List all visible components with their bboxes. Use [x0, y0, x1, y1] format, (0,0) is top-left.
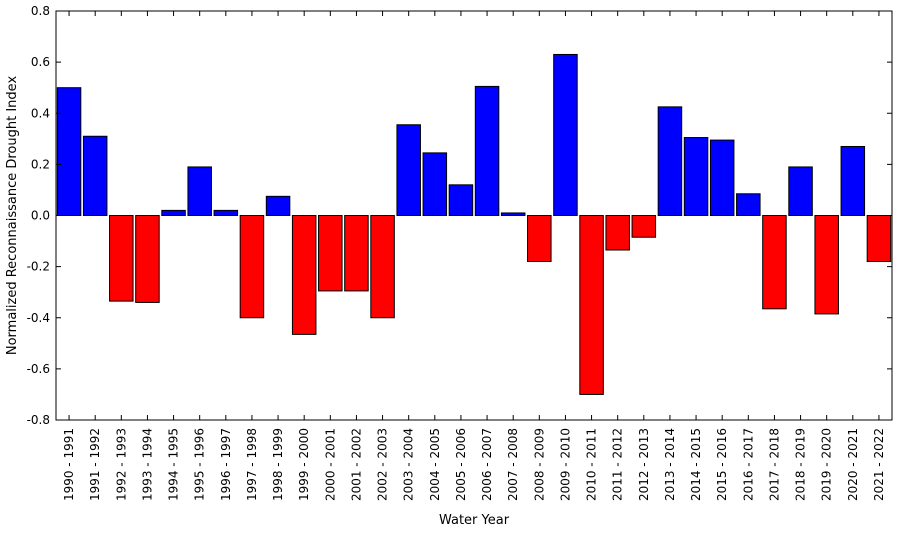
x-tick-label: 2012 - 2013	[637, 428, 651, 501]
bar	[56, 87, 82, 216]
x-tick-label: 1991 - 1992	[88, 428, 102, 501]
x-tick-label: 2007 - 2008	[506, 428, 520, 501]
bar	[239, 215, 265, 319]
bar	[553, 53, 578, 216]
y-tick-label: 0.6	[31, 55, 50, 69]
bar	[683, 137, 709, 216]
x-axis-title: Water Year	[439, 513, 510, 528]
x-tick-label: 1997 - 1998	[245, 428, 259, 501]
x-tick-label: 2017 - 2018	[767, 428, 781, 501]
bar	[500, 212, 526, 217]
x-tick-label: 2020 - 2021	[846, 428, 860, 501]
x-tick-label: 2015 - 2016	[715, 428, 729, 501]
bar	[840, 145, 866, 216]
y-tick-label: -0.6	[27, 362, 50, 376]
x-tick-label: 1993 - 1994	[140, 428, 154, 501]
bar	[474, 85, 500, 216]
x-tick-label: 1992 - 1993	[114, 428, 128, 501]
y-tick-label: -0.2	[27, 260, 50, 274]
bar	[187, 166, 212, 216]
bar	[344, 215, 369, 292]
x-tick-label: 2013 - 2014	[663, 428, 677, 501]
x-tick-label: 1998 - 1999	[271, 428, 285, 501]
bar	[762, 215, 787, 310]
x-tick-label: 2003 - 2004	[402, 428, 416, 501]
bar	[736, 193, 761, 217]
x-tick-label: 2009 - 2010	[558, 428, 572, 501]
bar	[422, 152, 448, 216]
bar	[814, 215, 839, 315]
bar	[866, 215, 892, 263]
x-tick-label: 2011 - 2012	[611, 428, 625, 501]
x-tick-label: 2019 - 2020	[820, 428, 834, 501]
y-tick-label: 0.0	[31, 209, 50, 223]
y-tick-label: -0.8	[27, 413, 50, 427]
bar	[370, 215, 395, 319]
x-axis-ticks: 1990 - 1991 1991 - 1992 1992 - 1993 1993 - …	[62, 11, 886, 501]
bar	[527, 215, 552, 263]
bar	[448, 184, 474, 216]
bar	[291, 215, 317, 335]
x-tick-label: 1999 - 2000	[297, 428, 311, 501]
y-tick-label: 0.2	[31, 157, 50, 171]
x-tick-label: 1994 - 1995	[167, 428, 181, 501]
x-tick-label: 2010 - 2011	[585, 428, 599, 501]
bar	[135, 215, 160, 303]
x-tick-label: 2021 - 2022	[872, 428, 886, 501]
bar	[788, 166, 813, 216]
x-tick-label: 2006 - 2007	[480, 428, 494, 501]
bar	[82, 135, 108, 217]
x-tick-label: 1996 - 1997	[219, 428, 233, 501]
x-tick-label: 2008 - 2009	[532, 428, 546, 501]
y-tick-label: 0.4	[31, 106, 50, 120]
x-tick-label: 1995 - 1996	[193, 428, 207, 501]
bar	[213, 209, 239, 216]
x-tick-label: 2001 - 2002	[349, 428, 363, 501]
bar	[109, 215, 134, 302]
x-tick-label: 2002 - 2003	[376, 428, 390, 501]
x-tick-label: 2000 - 2001	[323, 428, 337, 501]
bar	[709, 139, 735, 216]
bar	[318, 215, 343, 292]
bar	[579, 215, 604, 395]
y-tick-label: -0.4	[27, 311, 50, 325]
x-tick-label: 2014 - 2015	[689, 428, 703, 501]
bar	[161, 209, 186, 216]
bar	[605, 215, 630, 251]
x-tick-label: 2016 - 2017	[741, 428, 755, 501]
bar	[396, 124, 421, 216]
x-tick-label: 2018 - 2019	[794, 428, 808, 501]
x-tick-label: 1990 - 1991	[62, 428, 76, 501]
x-tick-label: 2004 - 2005	[428, 428, 442, 501]
bar	[265, 195, 291, 216]
x-tick-label: 2005 - 2006	[454, 428, 468, 501]
y-tick-label: 0.8	[31, 4, 50, 18]
bar	[631, 215, 657, 238]
bar	[657, 106, 683, 216]
y-axis-ticks: 0.8 0.6 0.4 0.2 0.0 -0.2 -0.4 -0.6 -0.8	[27, 4, 892, 427]
y-axis-title: Normalized Reconnaissance Drought Index	[5, 76, 20, 356]
bars-group	[56, 53, 892, 395]
plot-frame	[55, 10, 893, 421]
